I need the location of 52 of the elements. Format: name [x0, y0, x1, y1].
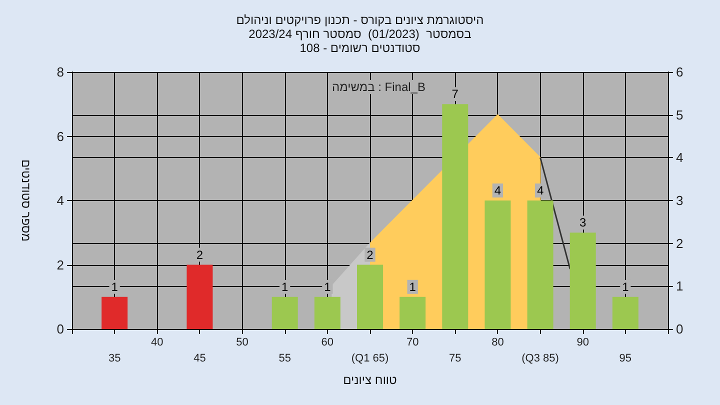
y2-tick-label: 0	[676, 322, 684, 336]
bar	[442, 104, 468, 329]
data-label: 4	[536, 184, 544, 198]
data-label: 1	[409, 280, 416, 294]
y2-tick-label: 6	[676, 64, 684, 80]
chart-subtitle: בסמסטר (01/2023) סמסטר חורף 2023/24 סטודנטים רשומים - 108	[248, 27, 472, 55]
x-tick-label: 50	[236, 336, 248, 348]
bar	[400, 296, 426, 329]
y-tick-label: 2	[56, 257, 64, 272]
x2-tick-label: 35	[108, 352, 121, 364]
bar	[527, 200, 554, 329]
x2-tick-label: 55	[278, 352, 291, 364]
y2-tick-label: 4	[676, 150, 684, 166]
y-tick-label: 8	[56, 64, 64, 80]
y2-tick-label: 3	[676, 193, 684, 208]
data-label: 1	[282, 280, 289, 294]
data-label: 1	[622, 280, 630, 294]
chart-title: היסטוגרמת ציונים בקורס - תכנון פרויקטים וניהולם	[236, 13, 484, 27]
y2-tick-label: 2	[676, 236, 684, 251]
x-tick-label: 60	[321, 336, 334, 348]
data-label: 1	[111, 280, 118, 294]
x2-tick-label: 95	[619, 352, 632, 364]
bar	[357, 264, 383, 329]
x2-tick-label: (Q3 85)	[522, 352, 559, 364]
bar	[314, 296, 340, 329]
x-tick-label: 90	[576, 336, 589, 348]
bar	[570, 232, 596, 329]
y-tick-label: 4	[56, 193, 64, 208]
annotation: במשימה : Final_B	[332, 80, 426, 94]
data-label: 7	[452, 87, 459, 102]
x2-tick-label: (Q1 65)	[351, 352, 389, 364]
bar	[484, 200, 511, 329]
bar	[612, 296, 638, 329]
x-axis-title: טווח ציונים	[343, 373, 398, 387]
data-label: 3	[580, 216, 587, 230]
x-tick-label: 70	[406, 336, 419, 348]
x2-tick-label: 75	[449, 352, 462, 364]
data-label: 2	[366, 248, 374, 262]
data-label: 4	[494, 184, 502, 198]
bar	[186, 264, 213, 329]
y2-tick-label: 5	[676, 107, 684, 122]
x-tick-label: 80	[492, 336, 504, 348]
data-label: 2	[196, 248, 204, 262]
y-axis-title: מספר סטודנטים	[19, 159, 33, 242]
x2-tick-label: 45	[194, 352, 206, 364]
y2-tick-label: 1	[676, 278, 684, 294]
y-tick-label: 6	[56, 128, 64, 144]
x-tick-label: 40	[151, 336, 164, 348]
data-label: 1	[324, 280, 332, 294]
y-tick-label: 0	[56, 322, 64, 336]
bar	[102, 296, 128, 329]
bar	[272, 296, 298, 329]
